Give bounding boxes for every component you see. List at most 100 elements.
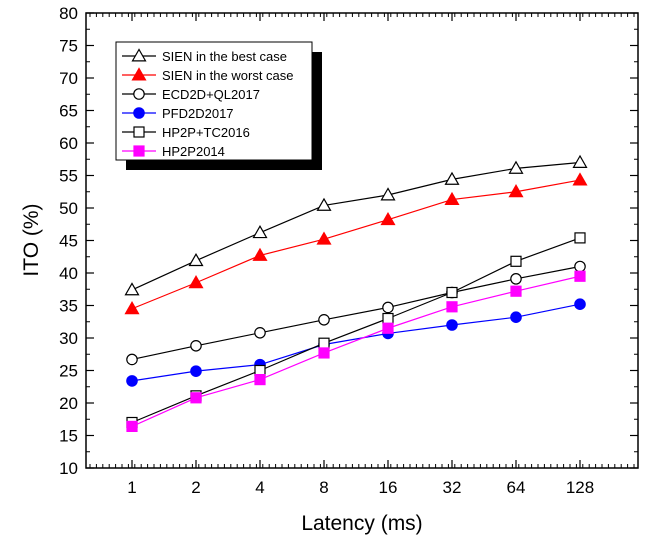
y-tick-label: 65	[59, 102, 78, 121]
data-point-marker	[252, 247, 268, 261]
data-point-marker	[254, 326, 266, 339]
data-point-marker	[444, 191, 460, 206]
data-point-marker	[382, 322, 394, 334]
data-point-marker	[446, 319, 458, 331]
legend-entry: SIEN in the best case	[122, 48, 287, 64]
series-layer	[124, 154, 588, 432]
y-tick-label: 20	[59, 394, 78, 413]
legend-marker	[131, 67, 147, 81]
legend-label: HP2P2014	[162, 144, 225, 159]
y-tick-label: 55	[59, 167, 78, 186]
series-1	[124, 154, 588, 296]
data-point-marker	[574, 232, 586, 244]
data-point-marker	[124, 301, 140, 315]
series-line	[131, 237, 581, 424]
data-point-marker	[190, 339, 202, 352]
x-tick-label: 2	[191, 478, 200, 497]
y-tick-label: 75	[59, 37, 78, 56]
data-point-marker	[510, 285, 522, 297]
data-point-marker	[190, 392, 202, 404]
series-line	[131, 161, 581, 291]
legend-label: SIEN in the best case	[162, 49, 287, 64]
series-2	[124, 172, 588, 315]
x-tick-label: 64	[507, 478, 526, 497]
data-point-marker	[510, 255, 522, 267]
data-point-marker	[380, 187, 396, 201]
legend-marker	[133, 88, 145, 100]
y-tick-label: 35	[59, 297, 78, 316]
x-axis: 1 2 4 8 16 32 64 128	[89, 13, 635, 497]
y-tick-label: 40	[59, 264, 78, 283]
legend-entry: SIEN in the worst case	[122, 67, 294, 83]
y-tick-label: 60	[59, 134, 78, 153]
data-point-marker	[382, 312, 394, 325]
legend: SIEN in the best case SIEN in the worst c…	[115, 41, 322, 170]
series-6	[126, 270, 586, 432]
data-point-marker	[508, 160, 524, 174]
y-tick-label: 50	[59, 199, 78, 218]
x-tick-label: 1	[127, 478, 136, 497]
legend-box	[115, 41, 313, 161]
data-point-marker	[446, 301, 458, 313]
x-tick-label: 128	[566, 478, 594, 497]
legend-label: HP2P+TC2016	[162, 125, 250, 140]
y-tick-label: 10	[59, 459, 78, 478]
legend-marker	[133, 145, 145, 157]
series-line	[131, 179, 581, 310]
data-point-marker	[574, 260, 586, 273]
series-line	[131, 275, 581, 427]
y-tick-label: 80	[59, 4, 78, 23]
x-axis-title: Latency (ms)	[301, 512, 422, 535]
y-tick-label: 30	[59, 329, 78, 348]
legend-marker	[131, 48, 147, 62]
legend-label: PFD2D2017	[162, 106, 234, 121]
x-tick-label: 4	[255, 478, 264, 497]
data-point-marker	[444, 171, 460, 185]
data-point-marker	[318, 347, 330, 359]
data-point-marker	[124, 282, 140, 296]
data-point-marker	[318, 337, 330, 349]
y-tick-label: 25	[59, 362, 78, 381]
legend-entry: PFD2D2017	[122, 106, 234, 121]
data-point-marker	[188, 275, 204, 289]
legend-entry: ECD2D+QL2017	[122, 87, 260, 102]
data-point-marker	[318, 313, 330, 326]
data-point-marker	[188, 252, 204, 267]
y-axis-title: ITO (%)	[20, 203, 43, 276]
data-point-marker	[508, 184, 524, 198]
data-point-marker	[252, 224, 268, 239]
legend-marker	[133, 107, 145, 119]
y-tick-label: 15	[59, 427, 78, 446]
data-point-marker	[190, 365, 202, 377]
legend-entry: HP2P+TC2016	[122, 125, 250, 140]
y-tick-label: 45	[59, 232, 78, 251]
data-point-marker	[254, 374, 266, 386]
x-tick-label: 16	[379, 478, 398, 497]
data-point-marker	[126, 375, 138, 387]
data-point-marker	[254, 364, 266, 377]
series-line	[131, 265, 581, 361]
data-point-marker	[574, 270, 586, 282]
y-tick-label: 70	[59, 69, 78, 88]
data-point-marker	[572, 172, 588, 186]
data-point-marker	[510, 311, 522, 323]
data-point-marker	[574, 298, 586, 310]
data-point-marker	[446, 286, 458, 299]
data-point-marker	[382, 301, 394, 314]
data-point-marker	[126, 353, 138, 366]
data-point-marker	[572, 154, 588, 168]
data-point-marker	[316, 231, 332, 245]
legend-entry: HP2P2014	[122, 144, 225, 159]
data-point-marker	[126, 420, 138, 432]
legend-label: SIEN in the worst case	[162, 68, 294, 83]
series-line	[131, 303, 581, 382]
x-tick-label: 8	[319, 478, 328, 497]
legend-label: ECD2D+QL2017	[162, 87, 260, 102]
data-point-marker	[316, 197, 332, 211]
legend-marker	[133, 126, 145, 138]
x-tick-label: 32	[443, 478, 462, 497]
data-point-marker	[380, 211, 396, 226]
data-point-marker	[510, 273, 522, 285]
y-axis: 10 15 20 25 30 35 40 45 50 55 60 65 70 75 80	[59, 4, 638, 478]
